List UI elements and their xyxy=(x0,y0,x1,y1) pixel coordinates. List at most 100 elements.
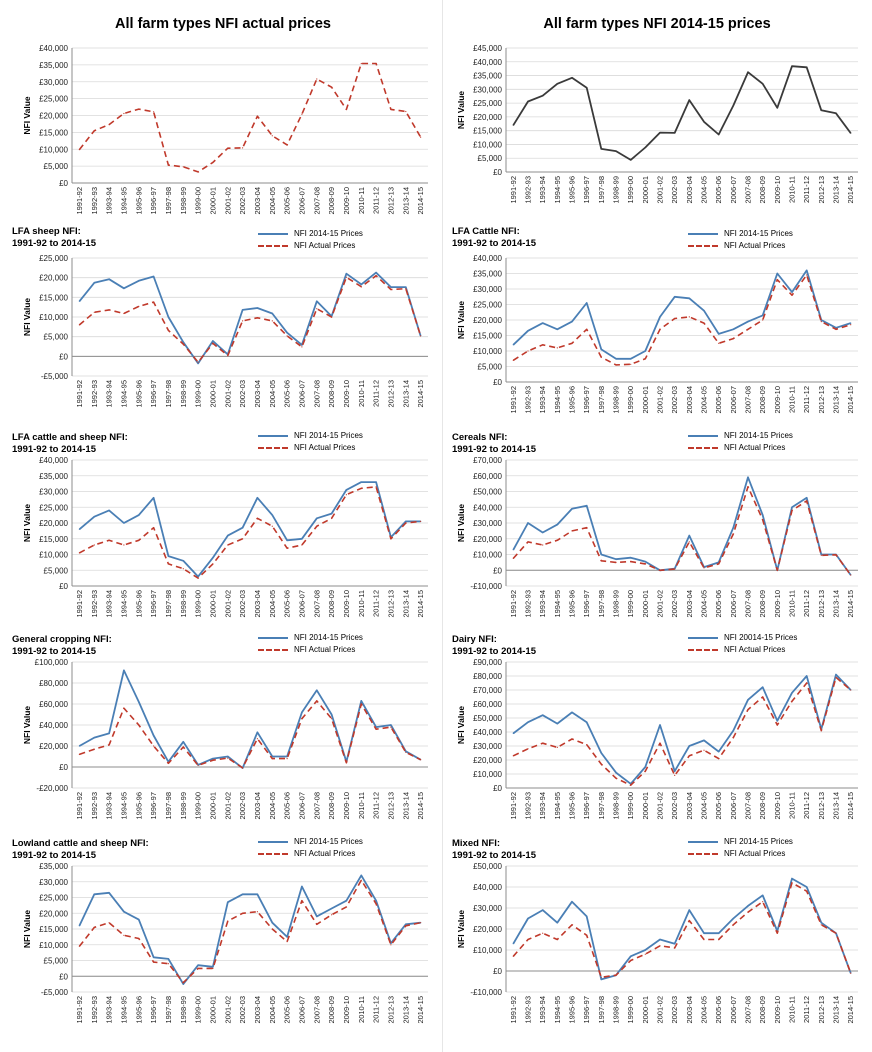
data-point xyxy=(527,541,529,543)
data-point xyxy=(360,481,362,483)
data-point xyxy=(227,354,229,357)
data-point xyxy=(316,525,318,527)
data-point xyxy=(167,164,169,166)
data-point xyxy=(732,533,734,535)
x-tick-label: 1996-97 xyxy=(582,386,591,414)
y-tick-label: £5,000 xyxy=(44,566,69,575)
y-tick-label: £35,000 xyxy=(39,862,68,871)
x-tick-label: 1991-92 xyxy=(75,590,84,618)
data-point xyxy=(600,560,602,562)
chart-title-line: Mixed NFI: xyxy=(452,838,501,849)
data-point xyxy=(571,530,573,532)
data-point xyxy=(316,700,318,702)
y-tick-label: £10,000 xyxy=(39,551,68,560)
chart-title-line: Cereals NFI: xyxy=(452,432,508,443)
x-tick-label: 1995-96 xyxy=(134,996,143,1024)
x-tick-label: 2002-03 xyxy=(238,996,247,1024)
data-point xyxy=(776,279,778,281)
y-tick-label: £10,000 xyxy=(473,140,502,149)
data-point xyxy=(182,983,184,985)
data-point xyxy=(360,62,362,65)
legend-swatch xyxy=(258,245,288,247)
chart-svg: £0 £5,000 £10,000 £15,000 £20,000 £25,000 £30,… xyxy=(456,44,858,204)
data-point xyxy=(301,718,303,720)
x-tick-label: 2010-11 xyxy=(357,792,366,819)
x-tick-label: 2001-02 xyxy=(656,176,665,204)
x-tick-label: 2004-05 xyxy=(700,176,709,204)
y-axis-title: NFI Value xyxy=(22,504,32,543)
data-point xyxy=(556,83,558,85)
data-point xyxy=(527,748,529,750)
data-point xyxy=(123,112,125,115)
x-tick-label: 1995-96 xyxy=(568,590,577,618)
data-point xyxy=(316,308,318,310)
legend-label: NFI 2014-15 Prices xyxy=(724,229,793,238)
legend-entry: NFI 20014-15 Prices xyxy=(688,632,797,644)
data-point xyxy=(153,301,155,303)
data-point xyxy=(630,955,632,957)
y-tick-label: £25,000 xyxy=(39,503,68,512)
data-point xyxy=(835,328,837,330)
data-point xyxy=(600,148,602,150)
data-point xyxy=(542,544,544,546)
data-point xyxy=(571,738,573,740)
data-point xyxy=(390,726,392,728)
data-point xyxy=(78,149,80,151)
data-point xyxy=(331,713,333,716)
x-tick-label: 2007-08 xyxy=(744,386,753,414)
y-axis-title: NFI Value xyxy=(456,504,466,543)
chart-panel-8: Lowland cattle and sheep NFI: 1991-92 to … xyxy=(8,836,438,1046)
x-tick-label: 2000-01 xyxy=(208,792,217,820)
data-point xyxy=(806,675,808,677)
x-tick-label: 2014-15 xyxy=(846,590,855,618)
data-point xyxy=(630,784,632,786)
data-point xyxy=(644,770,646,772)
x-tick-label: 2002-03 xyxy=(238,792,247,820)
series-line-actual xyxy=(79,700,421,769)
data-point xyxy=(331,718,333,720)
chart-legend: NFI 2014-15 Prices NFI Actual Prices xyxy=(258,632,363,656)
y-tick-label: £20,000 xyxy=(473,316,502,325)
data-point xyxy=(375,275,377,277)
data-point xyxy=(316,915,318,917)
x-tick-label: 1991-92 xyxy=(509,386,518,414)
x-tick-label: 2002-03 xyxy=(670,996,679,1024)
y-tick-label: £10,000 xyxy=(473,946,502,955)
x-tick-label: 2009-10 xyxy=(342,380,351,408)
x-tick-label: 2009-10 xyxy=(773,590,782,618)
x-tick-label: 2006-07 xyxy=(729,792,738,820)
data-point xyxy=(301,346,303,348)
chart-title-line: General cropping NFI: xyxy=(12,634,112,645)
data-point xyxy=(674,947,676,949)
y-tick-label: £10,000 xyxy=(473,347,502,356)
data-point xyxy=(197,362,199,364)
x-tick-label: 1995-96 xyxy=(568,176,577,204)
y-axis-title: NFI Value xyxy=(22,298,32,337)
data-point xyxy=(820,924,822,926)
x-tick-label: 2002-03 xyxy=(238,380,247,408)
data-point xyxy=(345,276,347,278)
data-point xyxy=(674,568,676,570)
x-tick-label: 1997-98 xyxy=(164,792,173,820)
chart-panel-1: All farm types NFI 2014-15 prices £0 £5,00… xyxy=(448,4,866,214)
y-tick-label: £0 xyxy=(59,179,68,188)
x-tick-label: 2006-07 xyxy=(729,590,738,618)
x-tick-label: 1997-98 xyxy=(597,590,606,618)
data-point xyxy=(212,966,214,968)
x-tick-label: 1993-94 xyxy=(538,590,547,618)
data-point xyxy=(512,732,514,734)
data-point xyxy=(256,731,258,733)
data-point xyxy=(556,328,558,330)
chart-svg: £0 £5,000 £10,000 £15,000 £20,000 £25,000 £30,… xyxy=(22,456,428,618)
x-tick-label: 1995-96 xyxy=(568,996,577,1024)
legend-entry: NFI Actual Prices xyxy=(688,644,797,656)
data-point xyxy=(688,297,690,299)
y-tick-label: £35,000 xyxy=(473,270,502,279)
data-point xyxy=(527,938,529,941)
data-point xyxy=(762,519,764,521)
chart-legend: NFI 2014-15 Prices NFI Actual Prices xyxy=(258,430,363,454)
x-tick-label: 2010-11 xyxy=(788,792,797,819)
x-tick-label: 1993-94 xyxy=(538,176,547,204)
data-point xyxy=(571,508,573,510)
x-tick-label: 1994-95 xyxy=(553,590,562,618)
